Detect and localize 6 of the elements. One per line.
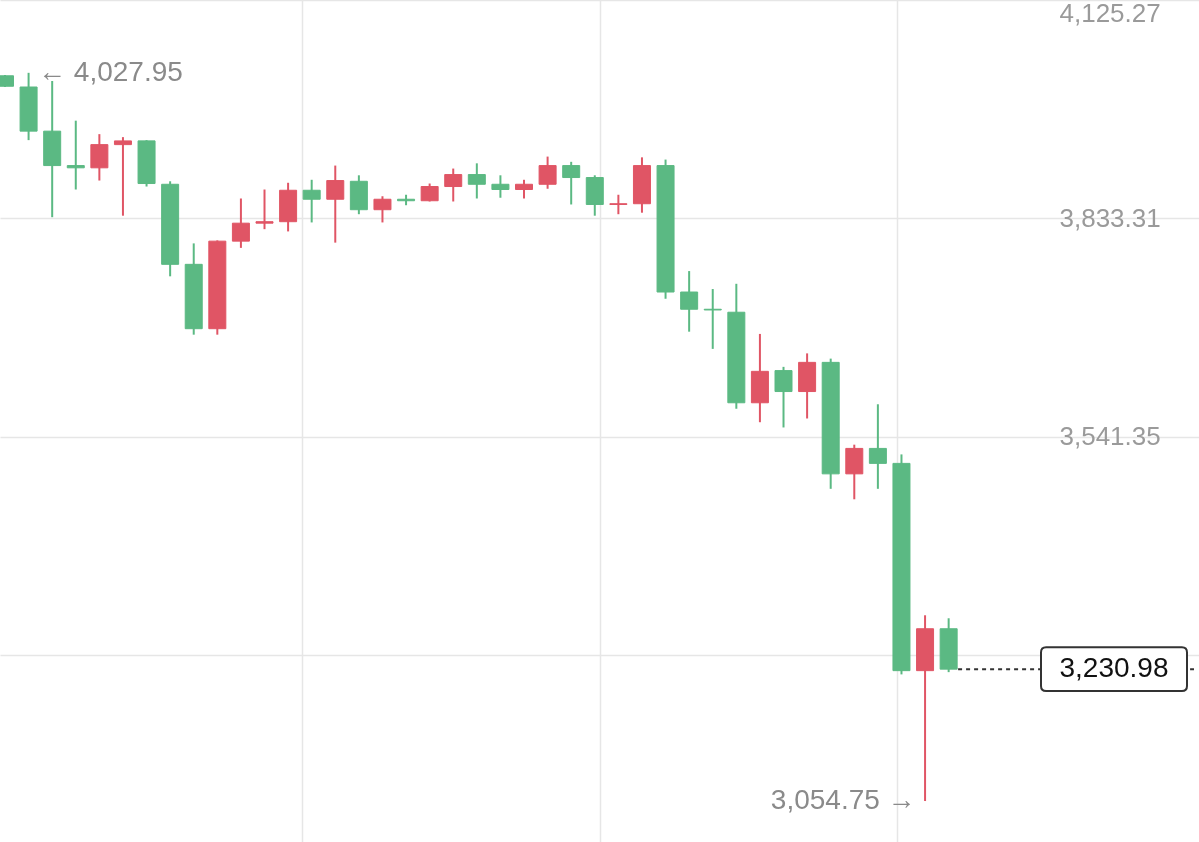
y-tick-label: 3,541.35 (1059, 421, 1161, 452)
y-tick-label: 3,833.31 (1059, 202, 1161, 233)
annotation: 3,054.75 → (770, 784, 916, 816)
y-tick-label: 4,125.27 (1059, 0, 1161, 28)
annotation: ← 4,027.95 (38, 55, 183, 87)
ref-line-label: 3,230.98 (1059, 652, 1169, 684)
